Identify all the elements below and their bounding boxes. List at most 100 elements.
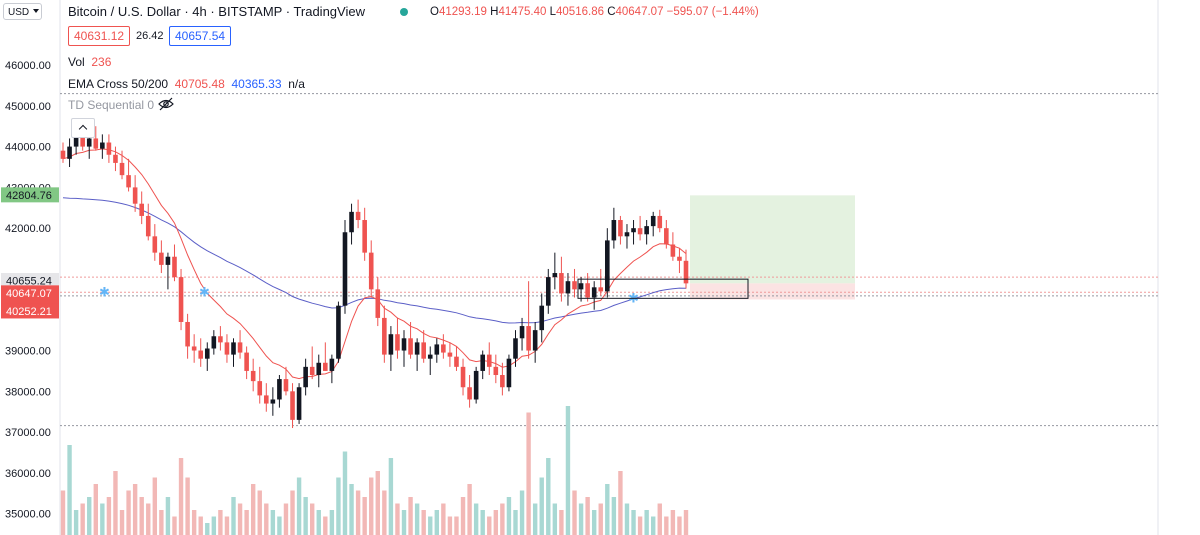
- volume-bar: [559, 510, 564, 535]
- candle-body: [395, 334, 400, 351]
- candle-body: [677, 256, 682, 261]
- candle-body: [637, 228, 643, 235]
- volume-bar: [87, 497, 92, 535]
- candle-body: [572, 281, 577, 290]
- buy-button[interactable]: 40657.54: [169, 26, 232, 46]
- ohlc-readout: O41293.19 H41475.40 L40516.86 C40647.07 …: [430, 6, 759, 18]
- candle-body: [545, 277, 551, 306]
- volume-bar: [670, 510, 676, 535]
- volume-bar: [237, 503, 243, 535]
- candle-body: [198, 350, 204, 359]
- volume-bar: [434, 510, 439, 535]
- candle-body: [303, 366, 308, 388]
- candle-body: [191, 346, 197, 351]
- candle-body: [132, 187, 138, 204]
- chevron-down-icon: [33, 9, 39, 13]
- volume-bar: [231, 497, 236, 535]
- candle-body: [250, 370, 256, 382]
- close-value: 40647.07: [615, 6, 664, 18]
- candle-body: [585, 283, 590, 298]
- interval: 4h: [192, 4, 207, 19]
- candle-body: [683, 260, 689, 284]
- candle-body: [605, 240, 610, 292]
- currency-label: USD: [8, 7, 30, 18]
- price-label-box: [1, 285, 59, 301]
- candle-body: [506, 358, 512, 388]
- volume-bar: [342, 451, 348, 535]
- candle-body: [500, 375, 505, 388]
- candle-body: [126, 175, 131, 188]
- candle-body: [67, 146, 72, 159]
- candle-body: [204, 348, 210, 359]
- td-label: TD Sequential 0: [68, 98, 155, 112]
- volume-bar: [572, 490, 577, 535]
- collapse-legend-button[interactable]: [71, 118, 95, 138]
- candle-body: [434, 344, 440, 355]
- candle-body: [362, 220, 367, 253]
- volume-bar: [132, 484, 138, 535]
- volume-bar: [152, 477, 158, 535]
- sell-button[interactable]: 40631.12: [68, 26, 131, 46]
- volume-bar: [283, 503, 289, 535]
- volume-bar: [310, 503, 315, 535]
- volume-bar: [93, 484, 98, 535]
- candle-body: [270, 399, 276, 404]
- candle-body: [316, 362, 322, 376]
- volume-bar: [414, 503, 420, 535]
- candle-body: [296, 387, 302, 420]
- volume-bar: [270, 510, 276, 535]
- y-tick-label: 44000.00: [5, 142, 51, 154]
- td-sequential-legend[interactable]: TD Sequential 0: [68, 98, 154, 112]
- volume-bar: [349, 484, 354, 535]
- symbol-title[interactable]: Bitcoin / U.S. Dollar · 4h · BITSTAMP · …: [68, 4, 365, 19]
- ema-fast-line: [62, 148, 687, 380]
- candle-body: [211, 336, 217, 349]
- candle-body: [342, 232, 348, 306]
- volume-bar: [447, 516, 453, 535]
- candle-body: [119, 162, 125, 176]
- volume-bar: [605, 484, 610, 535]
- volume-bar: [480, 510, 485, 535]
- volume-bar: [277, 516, 282, 535]
- volume-bar: [375, 471, 380, 535]
- volume-bar: [100, 503, 105, 535]
- volume-bar: [73, 510, 79, 535]
- exchange: BITSTAMP: [218, 4, 283, 19]
- change-value: −595.07 (−1.44%): [666, 6, 759, 18]
- y-tick-label: 36000.00: [5, 468, 51, 480]
- volume-bar: [205, 523, 210, 535]
- candle-body: [578, 283, 584, 290]
- volume-legend[interactable]: Vol 236: [68, 55, 111, 69]
- candle-body: [185, 321, 190, 347]
- y-tick-label: 45000.00: [5, 101, 51, 113]
- candle-body: [473, 370, 479, 400]
- price-label: 42804.76: [6, 190, 52, 202]
- candle-body: [631, 228, 636, 233]
- hidden-eye-icon[interactable]: [158, 97, 174, 111]
- y-tick-label: 38000.00: [5, 386, 51, 398]
- candle-body: [60, 150, 66, 159]
- ema-slow-value: 40365.33: [231, 77, 282, 91]
- volume-bar: [611, 497, 617, 535]
- volume-bar: [355, 490, 361, 535]
- candle-body: [218, 336, 223, 343]
- volume-bar: [80, 503, 85, 535]
- volume-bar: [539, 477, 544, 535]
- ema-legend[interactable]: EMA Cross 50/200 40705.48 40365.33 n/a: [68, 77, 305, 91]
- currency-selector[interactable]: USD: [3, 3, 42, 20]
- price-label: 40655.24: [6, 276, 52, 288]
- candle-body: [329, 358, 335, 371]
- candle-body: [467, 387, 472, 400]
- loss-zone: [690, 283, 855, 300]
- volume-bar: [441, 503, 446, 535]
- volume-bar: [362, 497, 367, 535]
- candle-body: [454, 356, 459, 367]
- low-value: 40516.86: [556, 6, 604, 18]
- volume-bar: [264, 503, 269, 535]
- volume-bar: [191, 510, 197, 535]
- volume-bar: [428, 516, 433, 535]
- candle-body: [375, 289, 381, 318]
- candle-body: [263, 395, 269, 404]
- candle-body: [664, 228, 669, 245]
